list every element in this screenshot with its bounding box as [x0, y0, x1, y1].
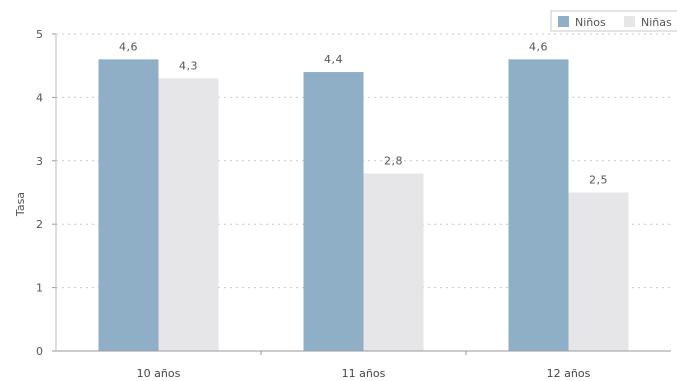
- data-labels: 4,6 4,3 4,4 2,8 4,6 2,5: [119, 40, 608, 186]
- y-axis-title: Tasa: [14, 192, 27, 217]
- y-tick-label: 4: [36, 91, 43, 104]
- data-label: 4,3: [179, 59, 198, 72]
- x-tick-label: 12 años: [547, 367, 591, 380]
- y-tick-label: 1: [36, 282, 43, 295]
- y-tick-label: 2: [36, 218, 43, 231]
- data-label: 4,4: [324, 53, 343, 66]
- bar-ninos-0: [98, 59, 159, 352]
- y-tick-label: 0: [36, 345, 43, 358]
- y-axis-ticks: 0 1 2 3 4 5: [36, 28, 57, 358]
- legend-label: Niñas: [641, 16, 672, 29]
- data-label: 2,5: [589, 174, 608, 187]
- bars: [98, 59, 629, 352]
- data-label: 2,8: [384, 154, 403, 167]
- legend-swatch: [558, 16, 569, 27]
- legend-box: [550, 10, 677, 32]
- data-label: 4,6: [119, 40, 138, 53]
- x-axis: 10 años 11 años 12 años: [56, 350, 671, 380]
- y-tick-label: 3: [36, 155, 43, 168]
- bar-ninos-1: [303, 72, 364, 351]
- bar-ninos-2: [508, 59, 569, 352]
- legend-label: Niños: [575, 16, 606, 29]
- legend-swatch: [624, 16, 635, 27]
- bar-ninas-0: [158, 78, 219, 351]
- bar-ninas-1: [363, 173, 424, 351]
- data-label: 4,6: [529, 40, 548, 53]
- y-tick-label: 5: [36, 28, 43, 41]
- legend: Niños Niñas: [550, 10, 677, 32]
- x-tick-label: 10 años: [137, 367, 181, 380]
- bar-ninas-2: [568, 192, 629, 351]
- x-tick-label: 11 años: [342, 367, 386, 380]
